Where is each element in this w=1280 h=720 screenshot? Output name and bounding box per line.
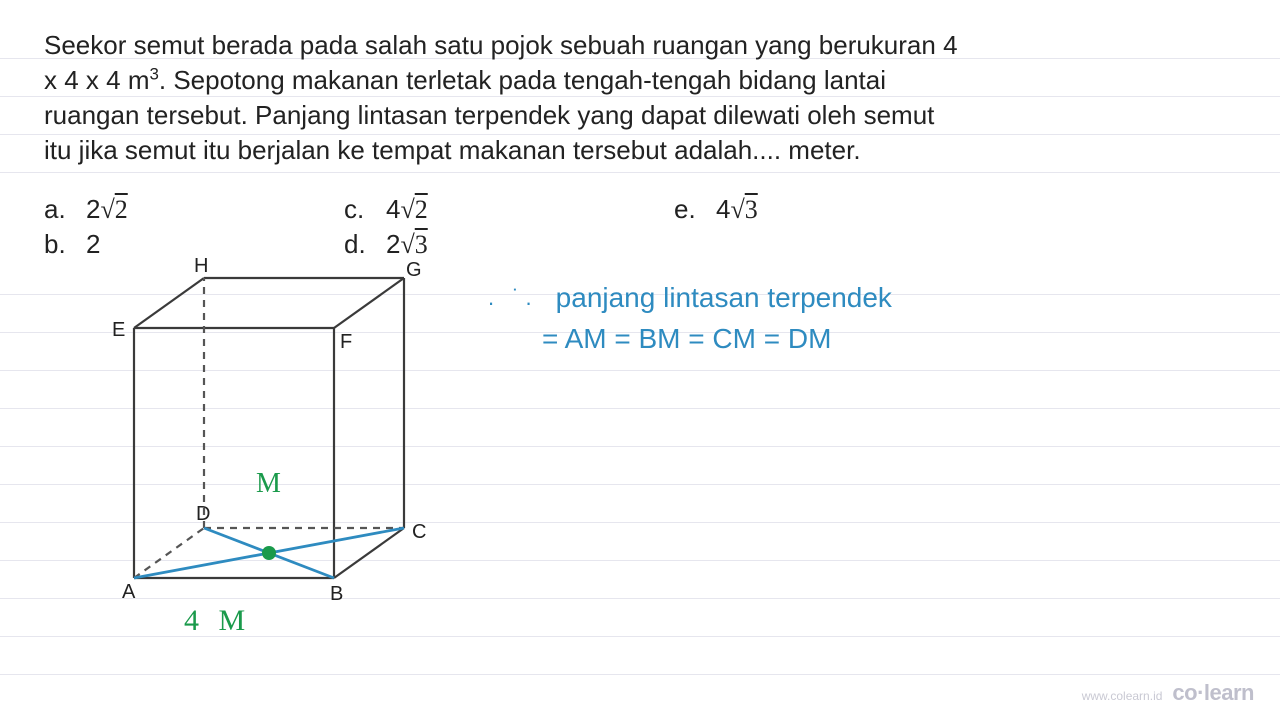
vertex-F: F <box>340 331 352 353</box>
handwritten-annotation: . ˙.panjang lintasan terpendek = AM = BM… <box>488 278 892 359</box>
option-c-letter: c. <box>344 194 386 225</box>
bottom-edge-label: 4 M <box>184 604 251 638</box>
option-e-letter: e. <box>674 194 716 225</box>
option-c-value: 4√2 <box>386 194 428 225</box>
option-d-letter: d. <box>344 229 386 260</box>
option-d: d. 2√3 <box>344 227 674 262</box>
option-e: e. 4√3 <box>674 192 1004 227</box>
option-e-value: 4√3 <box>716 194 758 225</box>
center-label-M: M <box>256 468 281 500</box>
vertex-C: C <box>412 521 426 543</box>
watermark: www.colearn.id co·learn <box>1082 680 1254 706</box>
option-b-letter: b. <box>44 229 86 260</box>
page-content: Seekor semut berada pada salah satu pojo… <box>0 0 1280 650</box>
question-text: Seekor semut berada pada salah satu pojo… <box>44 28 964 168</box>
option-b-value: 2 <box>86 229 100 260</box>
vertex-A: A <box>122 581 136 603</box>
option-b: b. 2 <box>44 227 344 262</box>
watermark-url: www.colearn.id <box>1082 689 1163 703</box>
annotation-line2: = AM = BM = CM = DM <box>488 319 892 360</box>
option-a-letter: a. <box>44 194 86 225</box>
option-a: a. 2√2 <box>44 192 344 227</box>
option-d-value: 2√3 <box>386 229 428 260</box>
watermark-brand: co·learn <box>1172 680 1254 706</box>
option-a-value: 2√2 <box>86 194 128 225</box>
diagram-area: A B C D E F G H M 4 M . ˙.panjang lintas… <box>44 270 1236 650</box>
vertex-G: G <box>406 259 422 281</box>
vertex-H: H <box>194 258 208 277</box>
cube-diagram: A B C D E F G H <box>74 258 454 618</box>
vertex-D: D <box>196 503 210 525</box>
vertex-B: B <box>330 583 343 605</box>
vertex-E: E <box>112 319 125 341</box>
option-c: c. 4√2 <box>344 192 674 227</box>
answer-options: a. 2√2 c. 4√2 e. 4√3 b. 2 <box>44 192 1236 262</box>
annotation-line1: panjang lintasan terpendek <box>556 282 892 313</box>
